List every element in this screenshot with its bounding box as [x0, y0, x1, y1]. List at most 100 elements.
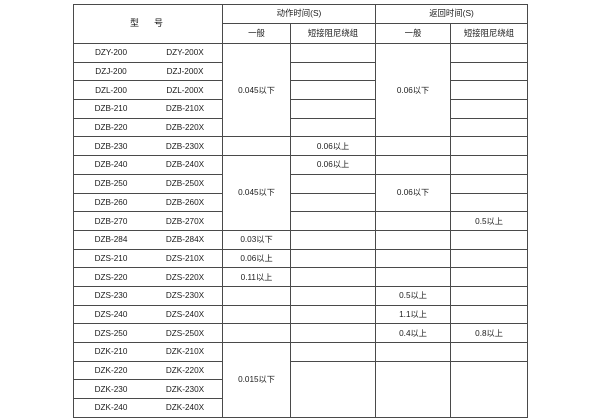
- model-code-primary: DZK-210: [94, 347, 128, 357]
- model-code-primary: DZB-250: [94, 179, 128, 189]
- action-damping-value: [289, 117, 377, 138]
- header-action-damping: 短接阻尼绕组: [289, 23, 377, 44]
- return-general-value: 0.4以上: [375, 323, 452, 343]
- action-damping-value: [289, 80, 377, 101]
- return-general-value: [375, 267, 452, 287]
- return-general-value: [375, 155, 452, 175]
- spec-table-page: 型 号 动作时间(S) 返回时间(S) 一般 短接阻尼绕组 一般 短接阻尼绕组 …: [73, 4, 529, 418]
- return-damping-value: [450, 192, 529, 213]
- action-damping-value: [289, 323, 377, 343]
- return-general-value: [375, 360, 452, 418]
- model-code-variant: DZS-240X: [165, 309, 205, 319]
- model-cell: DZB-260 DZB-260X: [73, 192, 223, 213]
- table-body: DZY-200 DZY-200X 0.045以下 0.06以下 DZJ-200: [73, 42, 529, 418]
- return-damping-value: [450, 80, 529, 101]
- model-code-primary: DZB-260: [94, 197, 128, 207]
- model-cell: DZK-240 DZK-240X: [73, 398, 223, 418]
- action-damping-value: [289, 229, 377, 250]
- return-damping-value: [450, 360, 529, 418]
- model-cell: DZB-270 DZB-270X: [73, 211, 223, 231]
- return-damping-value: [450, 248, 529, 269]
- model-code-primary: DZS-230: [94, 291, 128, 301]
- model-code-variant: DZB-240X: [165, 160, 205, 170]
- action-damping-value: [289, 43, 377, 63]
- model-code-primary: DZS-210: [94, 253, 128, 263]
- table-row: DZB-260 DZB-260X: [73, 192, 529, 213]
- table-row: DZB-230 DZB-230X 0.06以上: [73, 136, 529, 157]
- table-row: DZS-240 DZS-240X 1.1以上: [73, 304, 529, 325]
- table-row: DZS-230 DZS-230X 0.5以上: [73, 285, 529, 306]
- header-action-general: 一般: [222, 23, 291, 44]
- table-row: DZS-250 DZS-250X 0.4以上 0.8以上: [73, 323, 529, 343]
- model-code-primary: DZJ-200: [95, 67, 127, 77]
- table-header: 型 号 动作时间(S) 返回时间(S) 一般 短接阻尼绕组 一般 短接阻尼绕组: [73, 4, 529, 44]
- action-damping-value: [289, 173, 377, 194]
- return-general-value: [375, 342, 452, 362]
- model-code-variant: DZJ-200X: [166, 67, 204, 77]
- action-damping-value: [289, 192, 377, 213]
- model-code-primary: DZK-230: [94, 384, 128, 394]
- header-model: 型 号: [73, 4, 223, 44]
- table-row: DZB-220 DZB-220X: [73, 117, 529, 138]
- return-damping-value: [450, 342, 529, 362]
- return-damping-value: 0.5以上: [450, 211, 529, 231]
- table-row: DZK-220 DZK-220X: [73, 360, 529, 418]
- action-general-value: 0.03以下: [222, 229, 291, 250]
- return-damping-value: [450, 99, 529, 119]
- model-code-variant: DZK-210X: [165, 347, 205, 357]
- model-cell: DZB-240 DZB-240X: [73, 155, 223, 175]
- action-general-value: 0.045以下: [222, 42, 291, 138]
- model-cell: DZS-250 DZS-250X: [73, 323, 223, 343]
- model-cell: DZB-220 DZB-220X: [73, 117, 223, 138]
- model-code-variant: DZS-220X: [165, 272, 205, 282]
- model-cell: DZS-230 DZS-230X: [73, 285, 223, 306]
- return-damping-value: [450, 155, 529, 175]
- model-code-variant: DZB-270X: [165, 216, 205, 226]
- model-cell: DZB-250 DZB-250X: [73, 173, 223, 194]
- action-general-value: 0.045以下: [222, 155, 291, 231]
- return-damping-value: [450, 285, 529, 306]
- return-damping-value: [450, 304, 529, 325]
- return-damping-value: 0.8以上: [450, 323, 529, 343]
- table-row: DZK-210 DZK-210X 0.015以下: [73, 342, 529, 418]
- model-code-variant: DZS-230X: [165, 291, 205, 301]
- model-cell: DZB-284 DZB-284X: [73, 229, 223, 250]
- return-damping-value: [450, 61, 529, 82]
- table-row: DZB-210 DZB-210X: [73, 99, 529, 119]
- model-cell: DZS-240 DZS-240X: [73, 304, 223, 325]
- model-code-variant: DZB-230X: [165, 141, 205, 151]
- table-row: DZB-284 DZB-284X 0.03以下: [73, 229, 529, 250]
- model-cell: DZJ-200 DZJ-200X: [73, 61, 223, 82]
- model-code-primary: DZB-270: [94, 216, 128, 226]
- model-cell: DZK-230 DZK-230X: [73, 379, 223, 400]
- model-cell: DZL-200 DZL-200X: [73, 80, 223, 101]
- return-damping-value: [450, 136, 529, 157]
- action-general-value: 0.06以上: [222, 248, 291, 269]
- table-row: DZS-210 DZS-210X 0.06以上: [73, 248, 529, 269]
- header-row-group: 型 号 动作时间(S) 返回时间(S): [73, 4, 529, 44]
- action-general-value: [222, 323, 291, 343]
- action-damping-value: [289, 285, 377, 306]
- model-code-primary: DZB-240: [94, 160, 128, 170]
- model-code-variant: DZB-260X: [165, 197, 205, 207]
- model-cell: DZB-210 DZB-210X: [73, 99, 223, 119]
- return-damping-value: [450, 173, 529, 194]
- table-row: DZB-270 DZB-270X 0.5以上: [73, 211, 529, 231]
- action-damping-value: [289, 267, 377, 287]
- model-cell: DZY-200 DZY-200X: [73, 43, 223, 63]
- model-code-variant: DZK-230X: [165, 384, 205, 394]
- action-damping-value: [289, 304, 377, 325]
- header-return-time: 返回时间(S): [375, 4, 529, 24]
- model-code-primary: DZK-240: [94, 403, 128, 413]
- return-general-value: 0.5以上: [375, 285, 452, 306]
- action-damping-value: 0.06以上: [289, 136, 377, 157]
- model-cell: DZS-210 DZS-210X: [73, 248, 223, 269]
- model-code-primary: DZL-200: [95, 85, 127, 95]
- action-damping-value: [289, 248, 377, 269]
- table-row: DZL-200 DZL-200X: [73, 80, 529, 101]
- action-general-value: [222, 285, 291, 306]
- return-damping-value: [450, 267, 529, 287]
- action-damping-value: [289, 99, 377, 119]
- table-row: DZS-220 DZS-220X 0.11以上: [73, 267, 529, 287]
- model-cell: DZS-220 DZS-220X: [73, 267, 223, 287]
